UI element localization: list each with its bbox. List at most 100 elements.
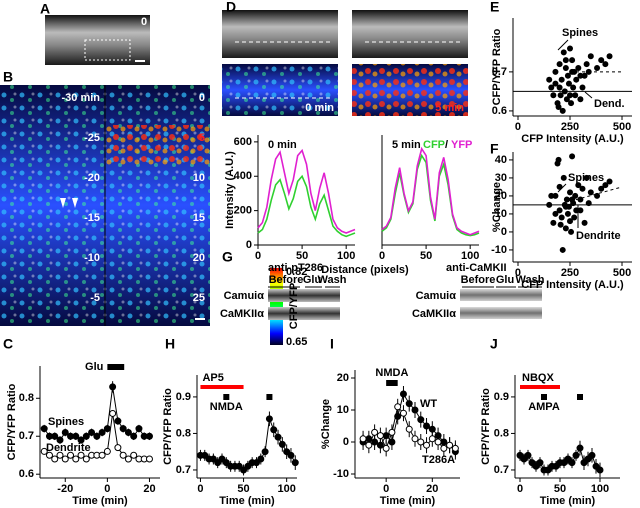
x-tick-label: 250 (561, 267, 579, 279)
annotation-leader (557, 39, 569, 51)
annotation-leader (557, 183, 567, 193)
data-point (417, 438, 425, 446)
data-point (548, 84, 555, 91)
data-point (82, 432, 90, 440)
data-point (568, 100, 575, 107)
image-d-gray (352, 10, 468, 58)
data-point (598, 57, 605, 64)
blot-band (460, 289, 542, 301)
x-tick-label: 50 (296, 250, 308, 262)
data-point (124, 428, 132, 436)
data-point (579, 185, 586, 192)
panel-letter: B (3, 69, 13, 85)
data-point (562, 57, 569, 64)
data-point (411, 435, 419, 443)
data-point (124, 455, 132, 463)
y-axis-label: %Change (320, 399, 332, 449)
data-point (103, 425, 111, 433)
data-point (579, 84, 586, 91)
data-point (575, 64, 582, 71)
treatment-bar (386, 380, 398, 386)
data-point (556, 207, 563, 214)
data-point (119, 425, 127, 433)
data-point (560, 49, 567, 56)
image-label: 25 (193, 292, 205, 304)
y-axis-label: CFP/YFP Ratio (480, 388, 492, 465)
y-tick-label: 0.7 (176, 464, 191, 476)
data-point (235, 462, 243, 470)
x-tick-label: 250 (561, 121, 579, 133)
data-point (130, 451, 138, 459)
blot-row: CaMKIIα (412, 308, 456, 320)
colorbar-min: 0.65 (286, 336, 307, 348)
data-point (555, 104, 562, 111)
data-point (556, 61, 563, 68)
x-tick-label: 100 (461, 250, 479, 262)
x-tick-label: 50 (237, 483, 249, 495)
annotation: Dendrite (576, 230, 621, 242)
panel-letter: D (226, 0, 236, 15)
blot-band (268, 289, 340, 302)
y-tick-label: -10 (491, 244, 507, 256)
x-tick-label: 100 (337, 250, 355, 262)
data-point (557, 92, 564, 99)
data-point (561, 88, 568, 95)
data-point (558, 76, 565, 83)
y-tick-label: 30 (495, 172, 507, 184)
x-tick-label: 0 (517, 483, 523, 495)
data-point (145, 455, 153, 463)
y-tick-label: 10 (495, 208, 507, 220)
data-point (287, 451, 295, 459)
data-point (569, 196, 576, 203)
data-point (270, 426, 278, 434)
y-tick-label: 200 (234, 205, 252, 217)
data-point (575, 182, 582, 189)
panel-letter: A (40, 1, 50, 17)
image-label: -5 (90, 292, 100, 304)
treatment-bar (200, 385, 244, 389)
data-point (559, 107, 566, 114)
data-point (569, 68, 576, 75)
data-point (567, 218, 574, 225)
data-point (576, 444, 584, 452)
treatment-bar (107, 364, 125, 370)
data-point (434, 438, 442, 446)
x-tick-label: 500 (613, 121, 631, 133)
x-axis-label: Time (min) (540, 495, 596, 507)
data-point (552, 80, 559, 87)
data-point (376, 432, 384, 440)
data-point (61, 428, 69, 436)
data-point (585, 200, 592, 207)
arrowhead (72, 198, 78, 208)
series-label: Dendrite (46, 442, 91, 454)
data-point (130, 432, 138, 440)
application-marker (266, 394, 273, 400)
image-label: 20 (193, 252, 205, 264)
data-point (567, 45, 574, 52)
data-point (109, 409, 117, 417)
data-point (257, 455, 265, 463)
data-point (77, 436, 85, 444)
data-point (567, 189, 574, 196)
data-point (581, 72, 588, 79)
x-tick-label: 100 (591, 483, 609, 495)
data-point (40, 425, 48, 433)
data-point (565, 80, 572, 87)
image-label: 5 (199, 132, 205, 144)
panel-letter: C (3, 336, 13, 352)
application-marker (577, 394, 583, 400)
data-point (446, 441, 454, 449)
data-point (77, 451, 85, 459)
data-point (201, 451, 209, 459)
data-point (278, 440, 286, 448)
panel-letter: F (490, 141, 499, 157)
y-tick-label: 0 (501, 226, 507, 238)
y-tick-label: 400 (234, 170, 252, 182)
data-point (218, 455, 226, 463)
data-point (394, 403, 402, 411)
data-point (546, 76, 553, 83)
treatment-bar (520, 385, 560, 389)
y-tick-label: 0.7 (494, 464, 509, 476)
data-point (588, 451, 596, 459)
data-point (602, 182, 609, 189)
